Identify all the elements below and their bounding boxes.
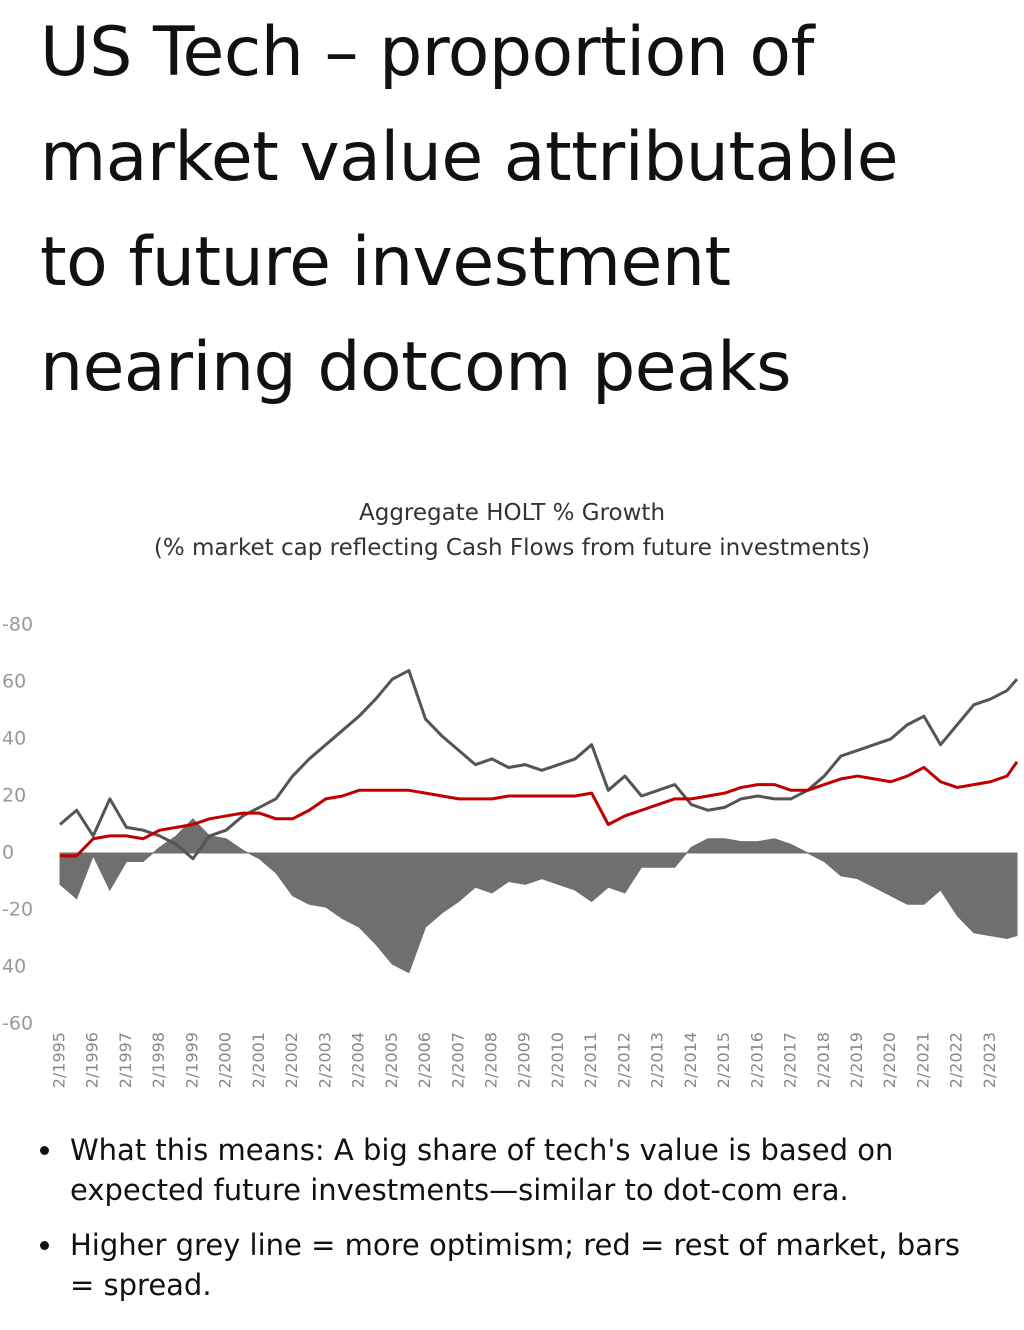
y-tick-label: -20 — [2, 899, 33, 921]
x-tick-label: 2/2005 — [382, 1032, 401, 1088]
x-tick-label: 2/2001 — [249, 1032, 268, 1088]
x-tick-label: 2/2021 — [913, 1032, 932, 1088]
title-line: US Tech – proportion of — [40, 13, 814, 92]
x-tick-label: 2/2006 — [415, 1032, 434, 1088]
y-tick-label: 40 — [2, 956, 26, 978]
x-tick-label: 2/2011 — [581, 1032, 600, 1088]
chart-subtitle: (% market cap reflecting Cash Flows from… — [154, 535, 870, 561]
x-tick-label: 2/1999 — [182, 1032, 201, 1088]
y-tick-label: 40 — [2, 728, 26, 750]
x-tick-label: 2/2022 — [947, 1032, 966, 1088]
y-tick-label: 0 — [2, 842, 14, 864]
x-tick-label: 2/2017 — [781, 1032, 800, 1088]
x-tick-label: 2/1995 — [50, 1032, 69, 1088]
x-tick-label: 2/2013 — [648, 1032, 667, 1088]
x-tick-label: 2/2010 — [548, 1032, 567, 1088]
title-line: to future investment — [40, 223, 731, 302]
series-line — [60, 760, 1019, 858]
bullet-list: What this means: A big share of tech's v… — [28, 1130, 988, 1320]
x-tick-label: 2/1998 — [149, 1032, 168, 1088]
chart: Aggregate HOLT % Growth (% market cap re… — [2, 500, 1019, 1088]
x-tick-label: 2/1997 — [116, 1032, 135, 1088]
x-tick-label: 2/2003 — [315, 1032, 334, 1088]
x-tick-label: 2/2002 — [282, 1032, 301, 1088]
bullet: What this means: A big share of tech's v… — [28, 1130, 988, 1210]
x-tick-label: 2/2012 — [614, 1032, 633, 1088]
slide-title: US Tech – proportion of market value att… — [40, 0, 899, 420]
bullet: Higher grey line = more optimism; red = … — [28, 1225, 988, 1305]
x-tick-label: 2/2014 — [681, 1032, 700, 1088]
chart-title: Aggregate HOLT % Growth — [359, 500, 665, 526]
title-line: nearing dotcom peaks — [40, 328, 792, 407]
series-line — [59, 669, 1019, 861]
y-tick-label: -80 — [2, 614, 33, 636]
x-tick-label: 2/2018 — [814, 1032, 833, 1088]
y-tick-label: 60 — [2, 671, 26, 693]
y-tick-label: -60 — [2, 1013, 33, 1035]
x-tick-label: 2/2007 — [448, 1032, 467, 1088]
x-tick-label: 2/2016 — [747, 1032, 766, 1088]
x-tick-label: 2/2019 — [847, 1032, 866, 1088]
x-tick-label: 2/2000 — [216, 1032, 235, 1088]
x-tick-label: 2/1996 — [83, 1032, 102, 1088]
x-tick-label: 2/2015 — [714, 1032, 733, 1088]
x-tick-label: 2/2004 — [349, 1032, 368, 1088]
y-tick-label: 20 — [2, 785, 26, 807]
x-tick-label: 2/2009 — [515, 1032, 534, 1088]
x-tick-label: 2/2020 — [880, 1032, 899, 1088]
title-line: market value attributable — [40, 118, 899, 197]
x-tick-label: 2/2008 — [481, 1032, 500, 1088]
x-tick-label: 2/2023 — [980, 1032, 999, 1088]
